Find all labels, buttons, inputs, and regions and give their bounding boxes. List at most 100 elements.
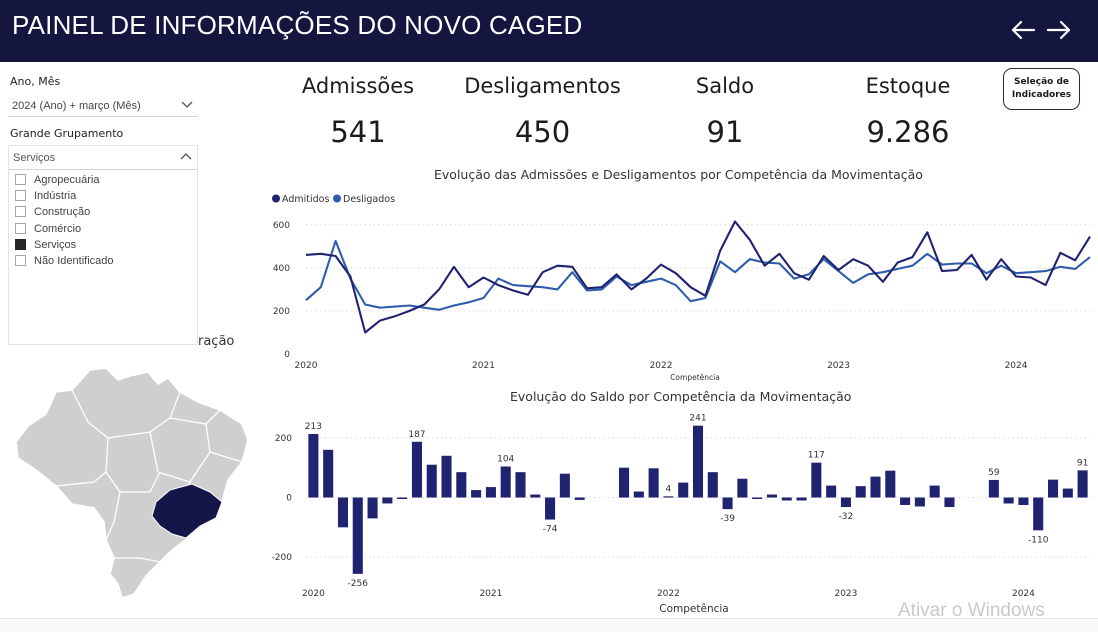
saldo-bar[interactable] (633, 491, 644, 498)
saldo-bar[interactable] (426, 464, 437, 498)
group-slicer: Serviços Agropecuária Indústria Construç… (8, 145, 198, 345)
saldo-bar[interactable] (752, 497, 763, 499)
saldo-bar[interactable] (929, 485, 940, 498)
x-tick-label: 2023 (827, 361, 850, 371)
saldo-bar[interactable] (574, 497, 585, 500)
checkbox[interactable] (15, 223, 26, 234)
saldo-bar[interactable] (826, 485, 837, 498)
kpi-saldo-label: Saldo (695, 74, 755, 98)
saldo-bar[interactable] (1077, 470, 1088, 498)
y-tick-label: 200 (275, 434, 292, 444)
slicer-option-agropecuaria[interactable]: Agropecuária (15, 172, 99, 187)
data-label: 117 (808, 451, 825, 461)
saldo-bar[interactable] (619, 467, 630, 498)
series-line-desligados[interactable] (305, 239, 1091, 311)
slicer-option-label: Indústria (34, 189, 77, 202)
kpi-saldo-value: 91 (706, 115, 744, 149)
series-line-admitidos[interactable] (305, 220, 1091, 334)
saldo-bar[interactable] (471, 490, 482, 498)
period-dropdown[interactable]: 2024 (Ano) + março (Mês) (8, 95, 198, 117)
saldo-bar[interactable] (707, 472, 718, 498)
saldo-bar[interactable] (382, 497, 393, 504)
minas-gerais-highlight[interactable] (151, 483, 223, 539)
saldo-bar[interactable] (766, 494, 777, 498)
saldo-bar[interactable] (988, 479, 999, 498)
saldo-bar[interactable] (796, 497, 807, 501)
bottom-strip (0, 618, 1098, 632)
kpi-estoque-value: 9.286 (866, 115, 950, 149)
checkbox[interactable] (15, 206, 26, 217)
data-label: 91 (1077, 458, 1088, 468)
header-bar: PAINEL DE INFORMAÇÕES DO NOVO CAGED (0, 0, 1098, 62)
bar-chart[interactable]: -200 0 200 2020 2021 2022 2023 2024 213 -256 187… (262, 406, 1098, 618)
slicer-option-label: Não Identificado (34, 254, 114, 267)
saldo-bar[interactable] (900, 497, 911, 505)
period-filter-label: Ano, Mês (10, 75, 61, 88)
saldo-bar[interactable] (1047, 479, 1059, 498)
saldo-bar[interactable] (840, 497, 851, 508)
saldo-bar[interactable] (323, 449, 334, 498)
saldo-bar[interactable] (944, 497, 955, 508)
saldo-bar[interactable] (397, 497, 408, 499)
back-button[interactable] (1008, 14, 1038, 46)
y-tick-label: 600 (273, 221, 290, 231)
data-label: 59 (988, 468, 1000, 478)
saldo-bar[interactable] (678, 482, 689, 498)
checkbox[interactable] (15, 190, 26, 201)
state-borders (55, 389, 243, 563)
forward-button[interactable] (1044, 14, 1074, 46)
slicer-option-industria[interactable]: Indústria (15, 188, 76, 203)
x-tick-label: 2024 (1005, 361, 1028, 371)
brazil-map[interactable] (10, 362, 255, 602)
group-slicer-value: Serviços (13, 152, 56, 164)
saldo-bar[interactable] (1003, 497, 1014, 504)
checkbox[interactable] (15, 174, 26, 185)
saldo-bar[interactable] (737, 478, 748, 498)
x-tick-label: 2022 (650, 361, 673, 371)
slicer-option-servicos[interactable]: Serviços (15, 237, 76, 252)
saldo-bar[interactable] (441, 455, 452, 498)
group-slicer-header[interactable]: Serviços (9, 146, 197, 170)
saldo-bar[interactable] (870, 476, 881, 498)
line-chart[interactable]: Admitidos Desligados 0 200 400 600 2020 2021… (262, 186, 1098, 386)
saldo-bar[interactable] (781, 497, 792, 501)
slicer-option-construcao[interactable]: Construção (15, 204, 90, 219)
saldo-bar[interactable] (1033, 497, 1044, 531)
saldo-bar[interactable] (885, 470, 896, 498)
x-tick-label: 2022 (657, 589, 680, 599)
saldo-bar[interactable] (1062, 488, 1073, 498)
arrow-right-icon (1046, 20, 1071, 40)
indicator-selection-button[interactable]: Seleção de Indicadores (1003, 68, 1080, 110)
slicer-option-nao-identificado[interactable]: Não Identificado (15, 253, 114, 268)
saldo-bar[interactable] (352, 497, 363, 574)
saldo-bar[interactable] (337, 497, 349, 528)
saldo-bar[interactable] (648, 468, 659, 498)
saldo-bar[interactable] (855, 486, 866, 498)
checkbox-checked[interactable] (15, 239, 26, 250)
saldo-bar[interactable] (545, 497, 556, 520)
saldo-bar[interactable] (411, 441, 422, 498)
saldo-bar[interactable] (722, 497, 733, 510)
saldo-bar[interactable] (663, 496, 674, 498)
indicator-selection-line2: Indicadores (1011, 90, 1072, 100)
saldo-bar[interactable] (559, 473, 570, 498)
kpi-desligamentos-value: 450 (514, 115, 571, 149)
x-tick-label: 2023 (834, 589, 857, 599)
x-tick-label: 2021 (479, 589, 502, 599)
saldo-bar[interactable] (485, 487, 496, 498)
saldo-bar[interactable] (811, 462, 822, 498)
saldo-bar[interactable] (530, 494, 541, 498)
saldo-bar[interactable] (692, 425, 704, 498)
saldo-bar[interactable] (367, 497, 378, 519)
saldo-bar[interactable] (456, 472, 467, 498)
checkbox[interactable] (15, 255, 26, 266)
saldo-bar[interactable] (308, 434, 319, 498)
saldo-bar[interactable] (500, 466, 511, 498)
data-label: -256 (348, 579, 369, 589)
slicer-option-comercio[interactable]: Comércio (15, 221, 81, 236)
saldo-bar[interactable] (1018, 497, 1029, 505)
bar-chart-xlabel: Competência (659, 603, 728, 615)
saldo-bar[interactable] (914, 497, 925, 507)
x-tick-label: 2021 (472, 361, 495, 371)
saldo-bar[interactable] (515, 472, 526, 498)
